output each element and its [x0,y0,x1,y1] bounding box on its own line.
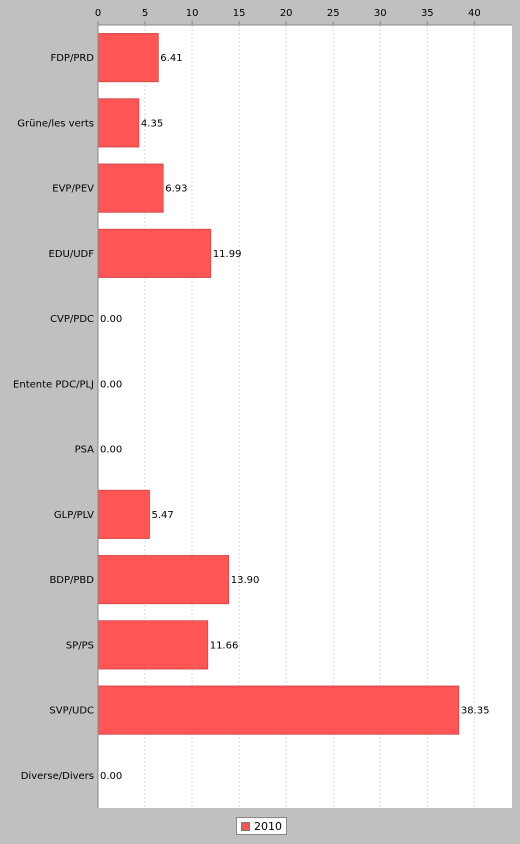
data-label: 0.00 [100,379,122,390]
x-tick-label: 40 [468,8,481,19]
category-label: CVP/PDC [50,314,94,325]
category-label: Entente PDC/PLJ [13,379,94,390]
bars: 6.41 4.35 6.93 11.99 0.00 0.00 0.00 5.47 13.90 11… [97,33,490,782]
category-labels: FDP/PRD Grüne/les verts EVP/PEV EDU/UDF CVP/… [13,53,94,782]
category-label: Diverse/Divers [21,771,94,782]
x-tick-label: 15 [233,8,246,19]
category-label: EVP/PEV [52,184,94,195]
grid-lines [144,25,475,808]
bar [97,620,209,670]
bar [97,555,230,605]
category-label: EDU/UDF [49,249,95,260]
x-tick-label: 0 [95,8,101,19]
category-label: BDP/PBD [49,575,94,586]
data-label: 6.93 [165,184,187,195]
x-tick-label: 35 [421,8,434,19]
data-label: 4.35 [141,118,163,129]
data-label: 13.90 [231,575,260,586]
bar [97,228,212,278]
category-label: PSA [75,445,95,456]
data-label: 11.66 [210,640,239,651]
data-label: 6.41 [160,53,182,64]
legend-label-2010: 2010 [254,819,282,833]
x-tick-label: 20 [280,8,293,19]
category-label: SVP/UDC [49,706,94,717]
data-label: 0.00 [100,445,122,456]
bar [97,489,150,539]
category-label: GLP/PLV [54,510,94,521]
legend: 2010 [236,817,287,835]
bar [97,33,159,83]
legend-swatch-2010 [241,821,250,831]
category-label: Grüne/les verts [17,118,94,129]
x-tick-label: 5 [142,8,148,19]
plot-area [98,25,512,808]
bar [97,163,164,213]
data-label: 0.00 [100,771,122,782]
x-tick-label: 25 [327,8,340,19]
category-label: FDP/PRD [50,53,94,64]
data-label: 11.99 [213,249,242,260]
bar [97,98,140,148]
data-label: 38.35 [461,706,490,717]
data-label: 0.00 [100,314,122,325]
category-label: SP/PS [66,640,94,651]
x-tick-label: 10 [186,8,199,19]
x-tick-label: 30 [374,8,387,19]
x-axis-ticks: 0 5 10 15 20 25 30 35 40 [95,8,481,25]
bar [97,685,460,735]
data-label: 5.47 [151,510,173,521]
